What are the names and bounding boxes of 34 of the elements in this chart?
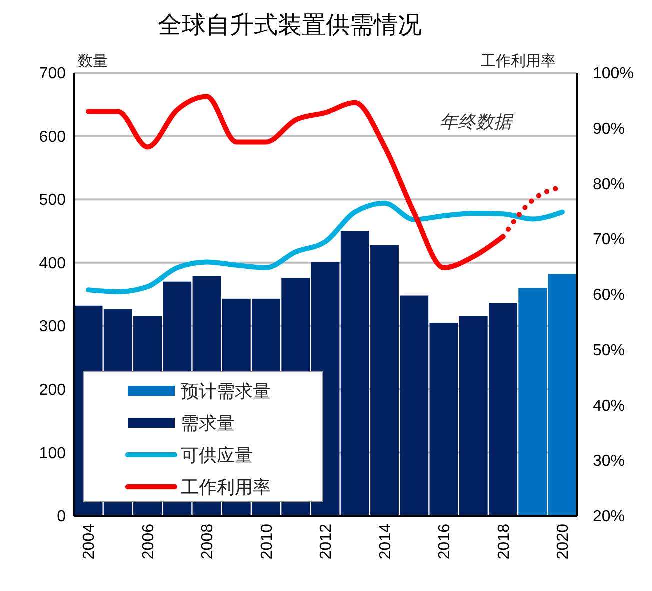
y-axis-title: 数量 [78, 53, 108, 70]
y-tick-label: 0 [57, 508, 66, 526]
x-tick-label: 2012 [318, 524, 336, 560]
x-tick-label: 2020 [555, 524, 572, 560]
y2-tick-label: 100% [593, 66, 634, 83]
legend-label: 需求量 [181, 413, 235, 434]
x-tick-label: 2010 [258, 524, 276, 560]
legend-label: 可供应量 [181, 445, 253, 466]
x-tick-label: 2008 [200, 524, 217, 560]
y2-tick-label: 20% [593, 508, 626, 526]
x-tick-label: 2018 [496, 524, 513, 560]
y-tick-label: 700 [39, 66, 66, 83]
y-tick-label: 500 [39, 192, 66, 210]
y2-axis-title: 工作利用率 [481, 53, 556, 70]
y2-tick-label: 90% [593, 120, 626, 138]
y2-tick-label: 80% [593, 176, 626, 194]
x-tick-label: 2004 [81, 524, 98, 560]
y-tick-label: 100 [39, 445, 66, 462]
y-tick-label: 200 [39, 382, 66, 400]
y2-tick-label: 60% [593, 287, 626, 304]
y2-tick-label: 70% [593, 232, 626, 249]
y-tick-label: 600 [39, 128, 66, 146]
y-tick-label: 300 [39, 318, 66, 336]
legend-label: 工作利用率 [181, 477, 271, 498]
x-tick-label: 2016 [436, 524, 454, 560]
y2-tick-label: 40% [593, 398, 626, 415]
annotation: 年终数据 [440, 112, 514, 132]
y-tick-label: 400 [39, 255, 66, 272]
y2-tick-label: 50% [593, 342, 626, 360]
x-tick-label: 2006 [140, 524, 158, 560]
legend-label: 预计需求量 [181, 381, 271, 402]
chart-title: 全球自升式装置供需情况 [158, 12, 422, 39]
x-tick-label: 2014 [377, 524, 394, 560]
y2-tick-label: 30% [593, 453, 626, 470]
